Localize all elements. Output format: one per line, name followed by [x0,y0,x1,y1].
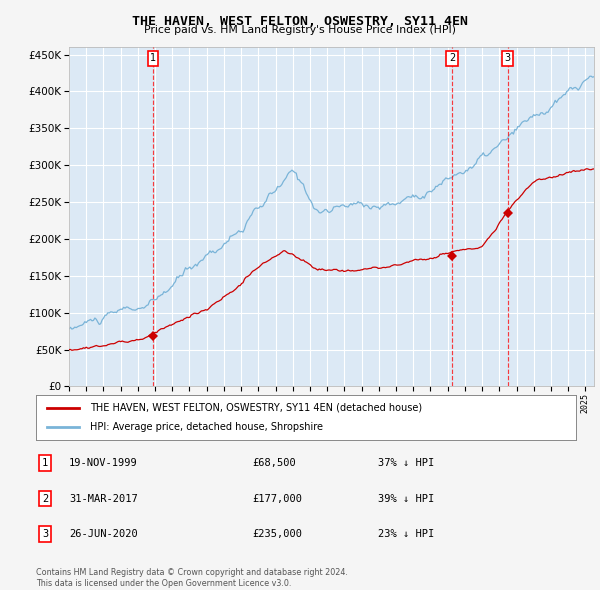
Text: 1: 1 [42,458,48,468]
Text: 2: 2 [449,53,455,63]
Text: 23% ↓ HPI: 23% ↓ HPI [378,529,434,539]
Text: 1: 1 [150,53,156,63]
Text: 19-NOV-1999: 19-NOV-1999 [69,458,138,468]
Text: 3: 3 [42,529,48,539]
Text: £68,500: £68,500 [252,458,296,468]
Text: 3: 3 [505,53,511,63]
Text: Price paid vs. HM Land Registry's House Price Index (HPI): Price paid vs. HM Land Registry's House … [144,25,456,35]
Text: £235,000: £235,000 [252,529,302,539]
Text: 37% ↓ HPI: 37% ↓ HPI [378,458,434,468]
Text: £177,000: £177,000 [252,494,302,503]
Text: Contains HM Land Registry data © Crown copyright and database right 2024.: Contains HM Land Registry data © Crown c… [36,568,348,576]
Text: 39% ↓ HPI: 39% ↓ HPI [378,494,434,503]
Text: THE HAVEN, WEST FELTON, OSWESTRY, SY11 4EN (detached house): THE HAVEN, WEST FELTON, OSWESTRY, SY11 4… [90,403,422,412]
Text: 2: 2 [42,494,48,503]
Text: HPI: Average price, detached house, Shropshire: HPI: Average price, detached house, Shro… [90,422,323,432]
Text: 31-MAR-2017: 31-MAR-2017 [69,494,138,503]
Text: This data is licensed under the Open Government Licence v3.0.: This data is licensed under the Open Gov… [36,579,292,588]
Text: THE HAVEN, WEST FELTON, OSWESTRY, SY11 4EN: THE HAVEN, WEST FELTON, OSWESTRY, SY11 4… [132,15,468,28]
Text: 26-JUN-2020: 26-JUN-2020 [69,529,138,539]
